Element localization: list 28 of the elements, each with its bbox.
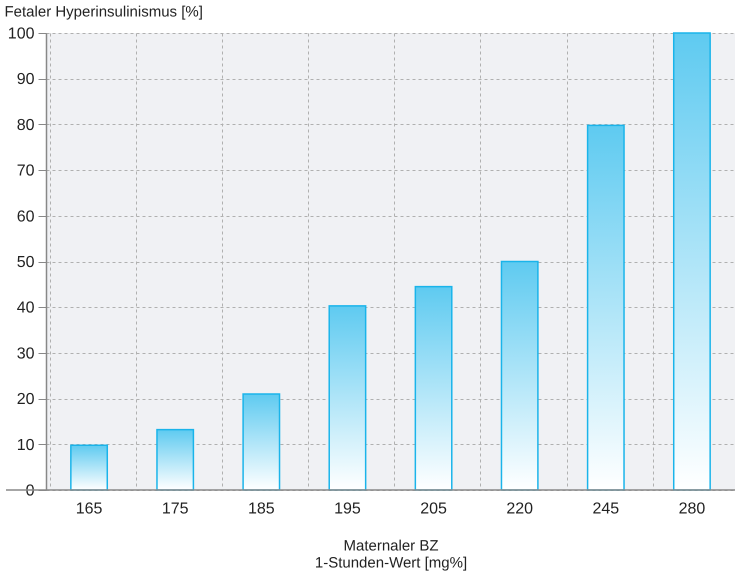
y-tick-label: 20 [16, 391, 35, 408]
bar [586, 124, 625, 491]
bar [328, 305, 366, 491]
y-tick-label: 40 [16, 300, 35, 317]
x-tick-label: 195 [334, 500, 361, 518]
bar [500, 260, 539, 491]
y-tick-label: 10 [16, 436, 35, 454]
x-tick-label: 280 [678, 500, 706, 518]
y-tick-label: 80 [16, 116, 35, 134]
x-tick-label: 165 [76, 500, 103, 518]
x-tick-label: 220 [506, 500, 534, 518]
y-axis-title: Fetaler Hyperinsulinismus [%] [4, 4, 203, 20]
x-tick-label: 175 [162, 500, 189, 518]
y-tick-label: 70 [16, 162, 35, 180]
bar [672, 32, 711, 491]
bar [414, 286, 453, 491]
bar [70, 444, 108, 491]
y-tick-label: 60 [16, 208, 35, 226]
bar [242, 393, 280, 491]
x-tick-label: 185 [248, 500, 275, 518]
y-tick-label: 100 [8, 26, 35, 42]
x-axis-title: Maternaler BZ 1-Stunden-Wert [mg%] [314, 538, 468, 572]
x-tick-label: 205 [420, 500, 448, 518]
y-tick-label: 50 [16, 254, 35, 271]
x-tick-label: 245 [592, 500, 620, 518]
y-tick-label: 90 [16, 71, 35, 88]
bar [156, 428, 194, 491]
y-tick-label: 30 [16, 345, 35, 362]
